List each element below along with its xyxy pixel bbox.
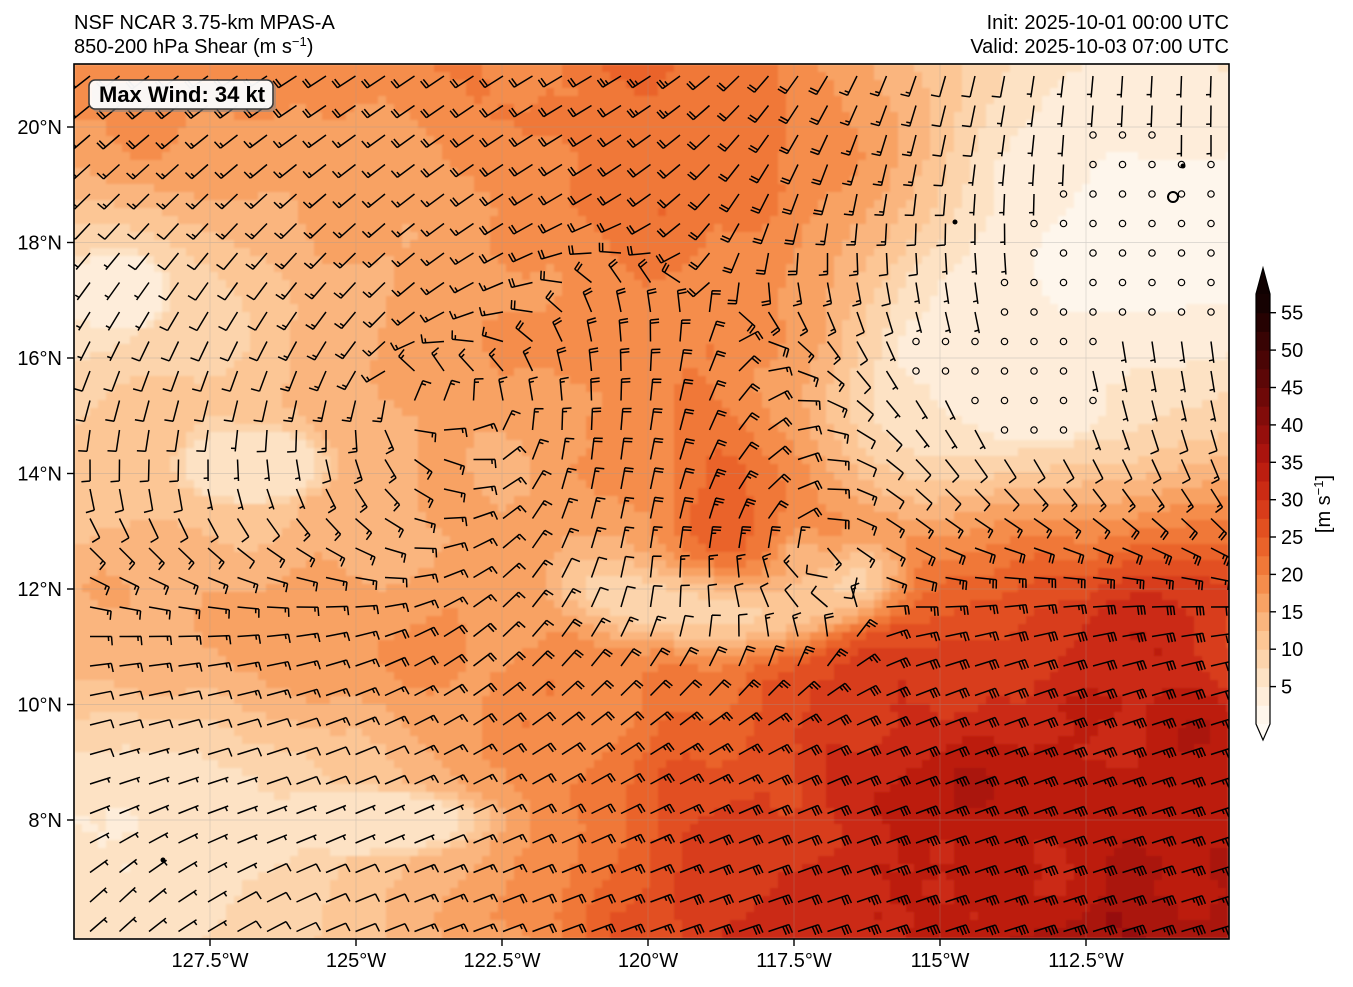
svg-text:35: 35 [1281, 452, 1303, 474]
svg-text:10°N: 10°N [17, 695, 62, 717]
svg-text:Valid: 2025-10-03 07:00 UTC: Valid: 2025-10-03 07:00 UTC [970, 36, 1229, 58]
svg-text:115°W: 115°W [911, 950, 970, 972]
svg-text:122.5°W: 122.5°W [464, 950, 541, 972]
svg-text:Init: 2025-10-01 00:00 UTC: Init: 2025-10-01 00:00 UTC [987, 12, 1229, 34]
svg-text:45: 45 [1281, 378, 1303, 400]
svg-text:50: 50 [1281, 340, 1303, 362]
svg-text:127.5°W: 127.5°W [172, 950, 249, 972]
svg-text:Max Wind: 34 kt: Max Wind: 34 kt [99, 82, 266, 107]
svg-text:NSF NCAR 3.75-km MPAS-A: NSF NCAR 3.75-km MPAS-A [74, 12, 335, 34]
svg-text:112.5°W: 112.5°W [1048, 950, 1124, 972]
svg-text:125°W: 125°W [326, 950, 386, 972]
svg-text:16°N: 16°N [17, 348, 62, 370]
svg-text:117.5°W: 117.5°W [756, 950, 832, 972]
svg-text:18°N: 18°N [17, 233, 62, 255]
svg-text:30: 30 [1281, 490, 1303, 512]
svg-text:12°N: 12°N [17, 579, 62, 601]
svg-text:10: 10 [1281, 639, 1303, 661]
svg-text:25: 25 [1281, 527, 1303, 549]
svg-text:5: 5 [1281, 677, 1292, 699]
svg-text:40: 40 [1281, 415, 1303, 437]
svg-text:15: 15 [1281, 602, 1303, 624]
svg-text:850-200 hPa Shear (m s−1): 850-200 hPa Shear (m s−1) [74, 34, 313, 58]
svg-text:20: 20 [1281, 564, 1303, 586]
svg-text:55: 55 [1281, 303, 1303, 325]
svg-text:8°N: 8°N [28, 810, 62, 832]
svg-text:14°N: 14°N [17, 464, 62, 486]
svg-text:20°N: 20°N [17, 117, 62, 139]
svg-text:120°W: 120°W [618, 950, 678, 972]
